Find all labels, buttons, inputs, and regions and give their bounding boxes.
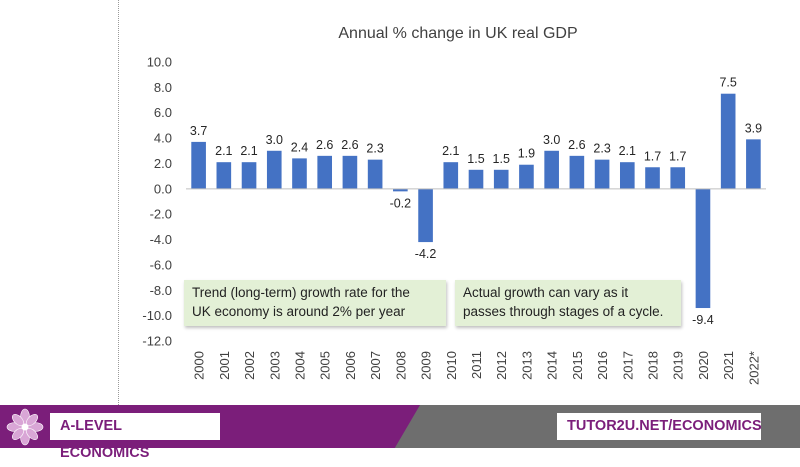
bar-2005 — [317, 155, 333, 189]
data-label: 2.1 — [442, 144, 459, 158]
x-tick-label: 2006 — [343, 351, 358, 380]
bar-2015 — [569, 155, 585, 189]
data-label: 1.9 — [518, 147, 535, 161]
data-label: 2.6 — [341, 138, 358, 152]
bar-2013 — [519, 164, 534, 189]
data-labels: 3.7 2.1 2.1 3.0 2.4 2.6 2.6 2.3 -0.2 -4.2 2.1 1.5 1.… — [190, 76, 762, 327]
y-tick-label: 2.0 — [154, 156, 172, 171]
y-axis-tick-labels: 10.0 8.0 6.0 4.0 2.0 0.0 -2.0 -4.0 -6.0 -8.0 -10.0… — [142, 55, 172, 349]
vertical-divider — [118, 0, 119, 405]
bar-2014 — [544, 150, 559, 189]
data-label: 2.6 — [316, 138, 333, 152]
bar-2000 — [191, 141, 206, 189]
bar-2022 — [746, 139, 761, 189]
x-tick-label: 2010 — [444, 351, 459, 380]
data-label: -0.2 — [390, 196, 412, 210]
x-tick-label: 2014 — [545, 351, 560, 380]
x-tick-label: 2007 — [368, 351, 383, 380]
data-label: 1.7 — [644, 149, 661, 163]
data-label: 2.3 — [366, 142, 383, 156]
data-label: 1.7 — [669, 149, 686, 163]
y-tick-label: -2.0 — [150, 207, 172, 222]
x-tick-label: 2002 — [242, 351, 257, 380]
x-tick-label: 2022* — [746, 351, 761, 385]
a-level-economics-label: A-LEVEL ECONOMICS — [50, 413, 220, 461]
data-label: 2.4 — [291, 140, 308, 154]
data-label: -9.4 — [692, 313, 714, 327]
trend-growth-callout: Trend (long-term) growth rate for the UK… — [184, 280, 446, 326]
data-label: 3.7 — [190, 124, 207, 138]
data-label: 1.5 — [467, 152, 484, 166]
x-tick-label: 2005 — [318, 351, 333, 380]
data-label: 2.3 — [593, 142, 610, 156]
x-tick-label: 2016 — [595, 351, 610, 380]
footer-bar: A-LEVEL ECONOMICS TUTOR2U.NET/ECONOMICS — [0, 405, 800, 461]
y-tick-label: 0.0 — [154, 181, 172, 196]
x-tick-label: 2015 — [570, 351, 585, 380]
bar-2004 — [292, 158, 307, 189]
x-tick-label: 2001 — [217, 351, 232, 380]
data-label: -4.2 — [415, 247, 437, 261]
bar-2021 — [720, 93, 736, 189]
y-tick-label: -10.0 — [142, 308, 172, 323]
bar-2017 — [619, 162, 635, 189]
data-label: 3.9 — [745, 121, 762, 135]
bar-2003 — [266, 150, 282, 189]
y-tick-label: -6.0 — [150, 257, 172, 272]
bar-2011 — [468, 169, 484, 189]
x-tick-label: 2020 — [696, 351, 711, 380]
actual-growth-callout: Actual growth can vary as it passes thro… — [455, 280, 681, 326]
y-tick-label: -4.0 — [150, 232, 172, 247]
bar-2002 — [241, 162, 257, 189]
x-tick-label: 2013 — [519, 351, 534, 380]
y-tick-label: 4.0 — [154, 131, 172, 146]
x-tick-label: 2008 — [393, 351, 408, 380]
y-tick-label: 10.0 — [147, 55, 172, 70]
data-label: 2.1 — [240, 144, 257, 158]
data-label: 2.1 — [215, 144, 232, 158]
gdp-bar-chart: Annual % change in UK real GDP 10.0 8.0 6.… — [142, 25, 766, 385]
x-tick-label: 2011 — [469, 351, 484, 379]
bar-2008 — [393, 188, 408, 192]
tutor2u-link[interactable]: TUTOR2U.NET/ECONOMICS — [557, 413, 762, 440]
bar-2016 — [594, 159, 610, 189]
y-tick-label: 8.0 — [154, 80, 172, 95]
x-tick-label: 2019 — [671, 351, 686, 380]
x-tick-label: 2003 — [267, 351, 282, 380]
bar-2006 — [342, 155, 358, 189]
bars — [191, 93, 761, 309]
data-label: 2.1 — [619, 144, 636, 158]
data-label: 7.5 — [719, 76, 736, 90]
bar-2007 — [367, 159, 383, 189]
x-tick-label: 2017 — [620, 351, 635, 380]
x-axis-tick-labels: 2000 2001 2002 2003 2004 2005 2006 2007 2008 2009… — [192, 351, 762, 385]
bar-2009 — [418, 188, 433, 243]
y-tick-label: -8.0 — [150, 283, 172, 298]
bar-2020 — [695, 188, 711, 309]
bar-2001 — [216, 162, 232, 189]
flower-logo-icon — [6, 408, 44, 446]
bar-2018 — [645, 167, 660, 189]
data-label: 3.0 — [266, 133, 283, 147]
chart-title: Annual % change in UK real GDP — [338, 25, 577, 42]
data-label: 3.0 — [543, 133, 560, 147]
x-tick-label: 2000 — [192, 351, 207, 380]
data-label: 1.5 — [493, 152, 510, 166]
x-tick-label: 2012 — [494, 351, 509, 380]
bar-2010 — [443, 162, 459, 189]
x-tick-label: 2009 — [419, 351, 434, 380]
x-tick-label: 2004 — [292, 351, 307, 380]
y-tick-label: 6.0 — [154, 105, 172, 120]
data-label: 2.6 — [568, 138, 585, 152]
bar-2012 — [493, 169, 509, 189]
y-tick-label: -12.0 — [142, 334, 172, 349]
x-tick-label: 2018 — [646, 351, 661, 380]
bar-2019 — [670, 167, 686, 189]
x-tick-label: 2021 — [721, 351, 736, 380]
